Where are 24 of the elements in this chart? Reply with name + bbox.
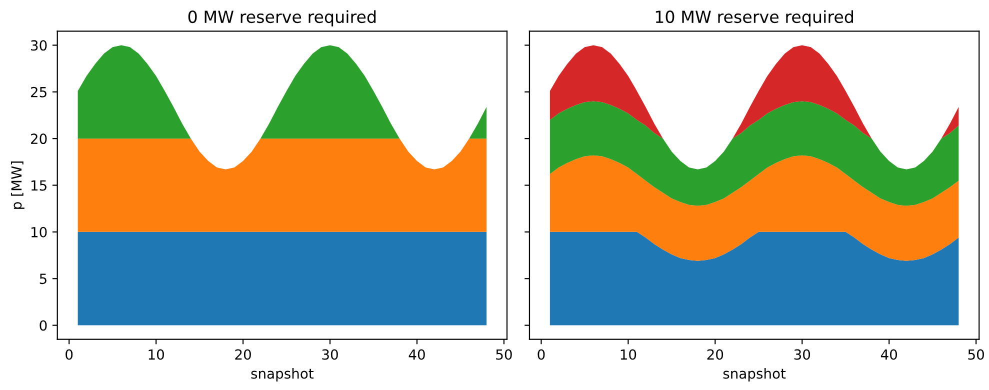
chart-title: 10 MW reserve required [656, 10, 853, 26]
y-tick-label: 0 [40, 320, 47, 331]
x-tick-label: 20 [707, 349, 724, 360]
x-tick-label: 50 [496, 349, 512, 360]
y-tick-label: 5 [40, 274, 46, 284]
y-tick-label: 30 [31, 40, 47, 51]
x-tick-label: 40 [408, 349, 425, 360]
x-axis-title: snapshot [251, 368, 314, 382]
x-tick-label: 0 [66, 349, 73, 360]
y-tick-label: 10 [31, 226, 47, 238]
y-tick-label: 15 [31, 180, 46, 191]
chart-title: 0 MW reserve required [188, 10, 376, 26]
y-tick-label: 25 [30, 86, 46, 98]
x-tick-label: 30 [322, 349, 338, 360]
y-axis-title: p [MW] [10, 162, 24, 209]
y-tick-label: 20 [30, 134, 47, 144]
x-tick-label: 30 [794, 349, 810, 360]
x-tick-label: 0 [538, 349, 545, 360]
x-tick-label: 10 [620, 349, 636, 360]
x-tick-label: 10 [148, 349, 164, 360]
x-tick-label: 50 [968, 349, 984, 360]
x-axis-title: snapshot [723, 368, 786, 382]
x-tick-label: 20 [235, 349, 251, 360]
x-tick-label: 40 [880, 349, 898, 360]
